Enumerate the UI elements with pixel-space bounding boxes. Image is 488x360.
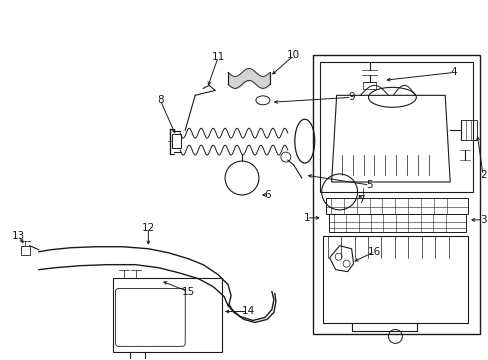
Text: 15: 15 — [181, 287, 194, 297]
Bar — [328, 214, 465, 232]
Text: 16: 16 — [367, 247, 380, 257]
Text: 13: 13 — [12, 231, 25, 241]
Bar — [460, 120, 476, 140]
Bar — [21, 246, 30, 255]
Text: 8: 8 — [157, 95, 163, 105]
Text: 6: 6 — [264, 190, 271, 200]
Text: 11: 11 — [211, 53, 224, 63]
Text: 2: 2 — [479, 170, 486, 180]
Text: 3: 3 — [479, 215, 486, 225]
Bar — [172, 134, 181, 148]
Bar — [362, 82, 376, 89]
Text: 4: 4 — [450, 67, 457, 77]
Bar — [319, 62, 472, 192]
Bar — [112, 278, 222, 352]
Text: 9: 9 — [347, 92, 354, 102]
Bar — [325, 198, 467, 214]
Text: 10: 10 — [286, 50, 300, 60]
Text: 5: 5 — [366, 180, 372, 190]
Text: 14: 14 — [241, 306, 254, 316]
Text: 12: 12 — [142, 223, 155, 233]
Bar — [312, 55, 479, 334]
Bar — [322, 236, 467, 323]
Text: 7: 7 — [358, 195, 364, 205]
Text: 1: 1 — [303, 213, 309, 223]
